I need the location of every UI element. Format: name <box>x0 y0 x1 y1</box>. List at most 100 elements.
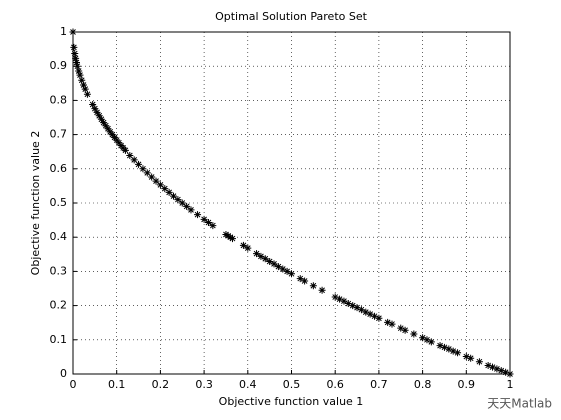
point <box>475 358 483 366</box>
point <box>72 54 80 62</box>
point <box>75 67 83 75</box>
x-tick-label: 0.2 <box>152 378 170 391</box>
point <box>187 206 195 214</box>
point <box>318 286 326 294</box>
point <box>454 349 462 357</box>
x-axis-label: Objective function value 1 <box>219 395 364 408</box>
x-tick-label: 0.6 <box>326 378 344 391</box>
y-tick-label: 0.4 <box>50 230 68 243</box>
point <box>83 90 91 98</box>
point <box>279 265 287 273</box>
y-axis-label: Objective function value 2 <box>29 131 42 276</box>
point <box>78 76 86 84</box>
point <box>156 181 164 189</box>
x-tick-label: 0.4 <box>239 378 257 391</box>
point <box>102 122 110 130</box>
y-tick-label: 0.2 <box>50 299 68 312</box>
point <box>209 222 217 230</box>
point <box>229 235 237 243</box>
point <box>384 318 392 326</box>
point <box>336 295 344 303</box>
point <box>81 85 89 93</box>
point <box>419 334 427 342</box>
point <box>497 367 505 375</box>
point <box>79 81 87 89</box>
point <box>93 108 101 116</box>
y-tick-label: 0.6 <box>50 162 68 175</box>
point <box>401 326 409 334</box>
point <box>91 105 99 113</box>
point <box>73 62 81 70</box>
x-tick-label: 0.8 <box>414 378 432 391</box>
point <box>288 270 295 278</box>
point <box>366 310 374 318</box>
point <box>224 232 232 240</box>
x-tick-label: 0.9 <box>458 378 476 391</box>
point <box>489 363 497 371</box>
point <box>121 146 129 154</box>
x-tick-label: 0 <box>70 378 77 391</box>
point <box>135 160 143 168</box>
x-tick-label: 0.7 <box>370 378 388 391</box>
point <box>353 304 361 312</box>
point <box>204 218 212 226</box>
point <box>462 353 470 361</box>
point <box>506 370 514 378</box>
point <box>152 177 160 185</box>
x-tick-label: 1 <box>507 378 514 391</box>
point <box>436 342 444 350</box>
point <box>283 267 291 275</box>
point <box>244 244 252 252</box>
point <box>388 320 396 328</box>
point <box>397 324 405 332</box>
point <box>72 58 80 66</box>
point <box>449 347 457 355</box>
y-tick-label: 0.8 <box>50 93 68 106</box>
point <box>178 199 186 207</box>
point <box>161 185 169 193</box>
watermark: 天天Matlab <box>487 397 552 411</box>
point <box>126 151 134 159</box>
point <box>445 345 453 353</box>
point <box>139 165 147 173</box>
point <box>493 365 501 373</box>
point <box>362 308 370 316</box>
x-tick-label: 0.3 <box>195 378 213 391</box>
point <box>130 156 138 164</box>
point <box>100 119 108 127</box>
plot-frame <box>72 31 511 375</box>
point <box>104 125 112 133</box>
point <box>239 241 247 249</box>
point <box>69 28 77 36</box>
point <box>423 336 431 344</box>
point <box>165 188 173 196</box>
y-tick-label: 0.1 <box>50 333 68 346</box>
point <box>349 302 357 310</box>
point <box>222 230 230 238</box>
point <box>71 50 79 58</box>
point <box>89 101 97 109</box>
point <box>467 354 475 362</box>
point <box>270 260 278 268</box>
point <box>95 112 103 120</box>
point <box>375 314 383 322</box>
y-tick-label: 0.5 <box>50 196 68 209</box>
point <box>226 233 234 241</box>
point <box>340 297 348 305</box>
point <box>410 330 418 338</box>
point <box>148 173 156 181</box>
point <box>174 196 182 204</box>
point <box>440 343 448 351</box>
point <box>70 43 78 51</box>
point <box>357 306 365 314</box>
point <box>200 215 208 223</box>
point <box>266 257 274 265</box>
point <box>484 361 492 369</box>
y-tick-label: 1 <box>60 25 67 38</box>
point <box>97 115 105 123</box>
point <box>274 263 282 271</box>
x-tick-label: 0.5 <box>283 378 301 391</box>
point <box>253 250 261 258</box>
y-tick-label: 0.7 <box>50 128 68 141</box>
